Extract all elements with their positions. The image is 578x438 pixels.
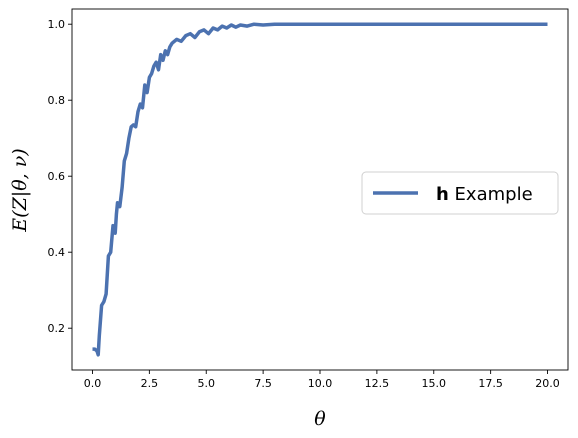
x-axis-label: θ [314,408,326,430]
x-tick-label: 20.0 [535,377,560,390]
legend-bold-label: h [436,184,449,205]
plot-frame [71,8,569,371]
y-tick-label: 0.4 [48,246,66,259]
x-tick-label: 15.0 [422,377,447,390]
series-layer [92,22,548,357]
x-tick-label: 7.5 [254,377,272,390]
y-tick-label: 1.0 [48,18,66,31]
x-tick-label: 17.5 [478,377,503,390]
x-tick-label: 0.0 [84,377,102,390]
y-tick-label: 0.8 [48,94,66,107]
legend-label: Example [449,184,533,205]
x-tick-label: 10.0 [308,377,333,390]
series-line-h-example [92,22,548,357]
y-tick-label: 0.2 [48,322,66,335]
x-tick-label: 5.0 [197,377,215,390]
legend-box [361,171,559,215]
y-tick-label: 0.6 [48,170,66,183]
x-tick-label: 2.5 [141,377,159,390]
legend-entry: h Example [436,184,533,205]
ticks-layer: 0.0 2.5 5.0 7.5 10.0 12.5 15.0 17.5 20.0 0.2 0.4 0.… [48,18,560,390]
legend: h Example [361,171,559,215]
x-tick-label: 12.5 [365,377,390,390]
y-axis-label: E(Z|θ, ν) [9,148,31,232]
